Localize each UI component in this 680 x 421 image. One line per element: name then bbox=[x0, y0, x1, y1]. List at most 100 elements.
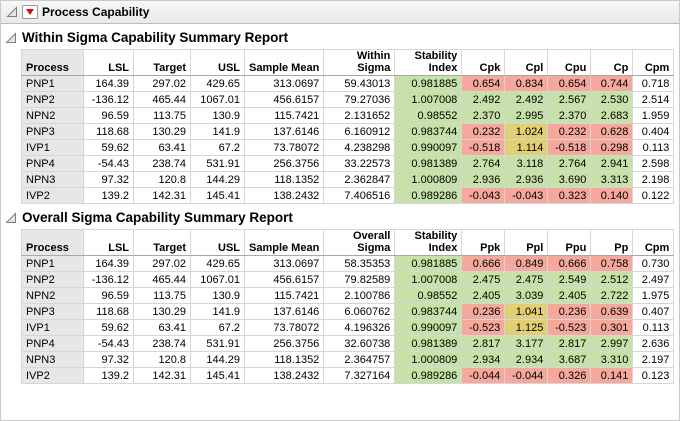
value-cell: 2.475 bbox=[461, 271, 506, 288]
column-header: Within Sigma bbox=[323, 49, 396, 76]
red-triangle-icon bbox=[26, 9, 34, 15]
value-cell: 2.764 bbox=[547, 155, 592, 172]
value-cell: 297.02 bbox=[133, 255, 191, 272]
value-cell: 2.817 bbox=[461, 335, 506, 352]
value-cell: 2.370 bbox=[547, 107, 592, 124]
process-label: PNP1 bbox=[21, 255, 84, 272]
column-header: Stability Index bbox=[394, 229, 463, 256]
value-cell: 2.934 bbox=[504, 351, 549, 368]
value-cell: 2.370 bbox=[461, 107, 506, 124]
value-cell: 32.60738 bbox=[323, 335, 396, 352]
value-cell: 130.9 bbox=[190, 107, 245, 124]
table-row: NPN2 96.59 113.75 130.9 115.7421 2.131652 0.98… bbox=[21, 107, 675, 124]
disclosure-triangle-icon[interactable] bbox=[6, 6, 18, 18]
value-cell: 2.405 bbox=[547, 287, 592, 304]
value-cell: 0.983744 bbox=[394, 303, 463, 320]
value-cell: 144.29 bbox=[190, 351, 245, 368]
value-cell: 2.514 bbox=[632, 91, 675, 108]
value-cell: 137.6146 bbox=[243, 123, 325, 140]
overall-sigma-section: Overall Sigma Capability Summary Report … bbox=[1, 204, 679, 384]
value-cell: 2.997 bbox=[590, 335, 634, 352]
process-label: IVP1 bbox=[21, 139, 84, 156]
value-cell: 0.326 bbox=[547, 367, 592, 384]
table-row: IVP2 139.2 142.31 145.41 138.2432 7.327164 0.9… bbox=[21, 367, 675, 384]
value-cell: 0.236 bbox=[547, 303, 592, 320]
value-cell: 139.2 bbox=[83, 367, 134, 384]
value-cell: 67.2 bbox=[190, 139, 245, 156]
value-cell: 0.981885 bbox=[394, 75, 463, 92]
value-cell: 1067.01 bbox=[190, 271, 245, 288]
value-cell: 2.475 bbox=[504, 271, 549, 288]
section-title: Within Sigma Capability Summary Report bbox=[22, 30, 289, 45]
value-cell: 2.936 bbox=[461, 171, 506, 188]
value-cell: 145.41 bbox=[190, 367, 245, 384]
table-row: PNP4 -54.43 238.74 531.91 256.3756 33.22573 0.… bbox=[21, 155, 675, 172]
value-cell: 7.327164 bbox=[323, 367, 396, 384]
value-cell: 456.6157 bbox=[243, 271, 325, 288]
value-cell: 2.362847 bbox=[323, 171, 396, 188]
process-label: IVP1 bbox=[21, 319, 84, 336]
value-cell: 0.232 bbox=[547, 123, 592, 140]
value-cell: 2.567 bbox=[547, 91, 592, 108]
value-cell: 2.936 bbox=[504, 171, 549, 188]
value-cell: -0.044 bbox=[504, 367, 549, 384]
value-cell: 3.687 bbox=[547, 351, 592, 368]
overall-sigma-table: Process LSL Target USL Sample Mean Overall Sig… bbox=[21, 229, 675, 384]
column-header: Overall Sigma bbox=[323, 229, 396, 256]
value-cell: 1.125 bbox=[504, 319, 549, 336]
value-cell: 0.122 bbox=[632, 187, 675, 204]
value-cell: 0.628 bbox=[590, 123, 634, 140]
value-cell: 0.236 bbox=[461, 303, 506, 320]
table-row: NPN3 97.32 120.8 144.29 118.1352 2.364757 1.00… bbox=[21, 351, 675, 368]
value-cell: 0.407 bbox=[632, 303, 675, 320]
value-cell: -0.523 bbox=[461, 319, 506, 336]
process-label: PNP3 bbox=[21, 123, 84, 140]
value-cell: 0.639 bbox=[590, 303, 634, 320]
value-cell: -0.523 bbox=[547, 319, 592, 336]
value-cell: 0.758 bbox=[590, 255, 634, 272]
value-cell: 97.32 bbox=[83, 351, 134, 368]
value-cell: 2.492 bbox=[504, 91, 549, 108]
value-cell: 144.29 bbox=[190, 171, 245, 188]
value-cell: 141.9 bbox=[190, 303, 245, 320]
value-cell: 1.959 bbox=[632, 107, 675, 124]
overall-sigma-section-header: Overall Sigma Capability Summary Report bbox=[1, 204, 679, 229]
value-cell: 531.91 bbox=[190, 335, 245, 352]
table-row: IVP2 139.2 142.31 145.41 138.2432 7.406516 0.9… bbox=[21, 187, 675, 204]
value-cell: 113.75 bbox=[133, 287, 191, 304]
value-cell: 63.41 bbox=[133, 319, 191, 336]
value-cell: 1.000809 bbox=[394, 351, 463, 368]
value-cell: 0.654 bbox=[547, 75, 592, 92]
value-cell: 465.44 bbox=[133, 91, 191, 108]
process-label: NPN2 bbox=[21, 107, 84, 124]
value-cell: -0.043 bbox=[504, 187, 549, 204]
value-cell: 2.683 bbox=[590, 107, 634, 124]
value-cell: 33.22573 bbox=[323, 155, 396, 172]
value-cell: 0.666 bbox=[547, 255, 592, 272]
table-row: PNP1 164.39 297.02 429.65 313.0697 58.35353 0.… bbox=[21, 255, 675, 272]
table-row: IVP1 59.62 63.41 67.2 73.78072 4.238298 0.9900… bbox=[21, 139, 675, 156]
disclosure-triangle-icon[interactable] bbox=[5, 31, 17, 44]
value-cell: 120.8 bbox=[133, 171, 191, 188]
value-cell: 1067.01 bbox=[190, 91, 245, 108]
value-cell: 313.0697 bbox=[243, 75, 325, 92]
column-header: Cpk bbox=[461, 49, 506, 76]
value-cell: 0.113 bbox=[632, 319, 675, 336]
value-cell: 73.78072 bbox=[243, 319, 325, 336]
value-cell: 130.9 bbox=[190, 287, 245, 304]
value-cell: -0.518 bbox=[461, 139, 506, 156]
disclosure-triangle-icon[interactable] bbox=[5, 211, 17, 224]
value-cell: 0.983744 bbox=[394, 123, 463, 140]
value-cell: 3.177 bbox=[504, 335, 549, 352]
value-cell: 164.39 bbox=[83, 255, 134, 272]
value-cell: 0.990097 bbox=[394, 319, 463, 336]
column-header: Cpu bbox=[547, 49, 592, 76]
value-cell: 59.62 bbox=[83, 319, 134, 336]
table-row: IVP1 59.62 63.41 67.2 73.78072 4.196326 0.9900… bbox=[21, 319, 675, 336]
process-label: PNP2 bbox=[21, 271, 84, 288]
red-triangle-menu-button[interactable] bbox=[22, 5, 38, 19]
table-row: NPN3 97.32 120.8 144.29 118.1352 2.362847 1.00… bbox=[21, 171, 675, 188]
column-header: Pp bbox=[590, 229, 634, 256]
value-cell: 2.492 bbox=[461, 91, 506, 108]
value-cell: 130.29 bbox=[133, 303, 191, 320]
